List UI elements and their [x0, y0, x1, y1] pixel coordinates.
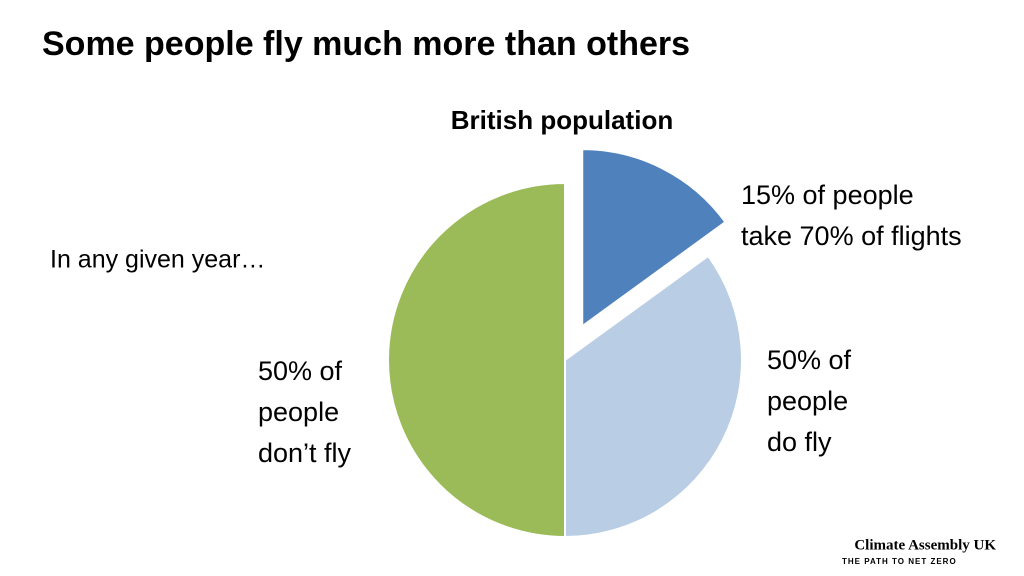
- note: In any given year…: [50, 246, 265, 274]
- slice-annotation: 50% of: [767, 345, 852, 375]
- slide-title: Some people fly much more than others: [42, 25, 690, 63]
- logo-tagline: THE PATH TO NET ZERO: [842, 557, 957, 566]
- logo-name: Climate Assembly UK: [854, 537, 996, 553]
- slice-annotation: 15% of people: [741, 180, 914, 210]
- pie-slice: [387, 181, 566, 539]
- slice-annotation: people: [767, 386, 848, 416]
- slice-annotation: people: [258, 397, 339, 427]
- slice-annotation: do fly: [767, 427, 832, 457]
- slice-annotation: take 70% of flights: [741, 221, 962, 251]
- pie-slice: [564, 254, 743, 539]
- chart-title: British population: [451, 105, 673, 135]
- pie-slice: [581, 148, 727, 329]
- slice-annotation: don’t fly: [258, 438, 352, 468]
- slice-annotation: 50% of: [258, 356, 343, 386]
